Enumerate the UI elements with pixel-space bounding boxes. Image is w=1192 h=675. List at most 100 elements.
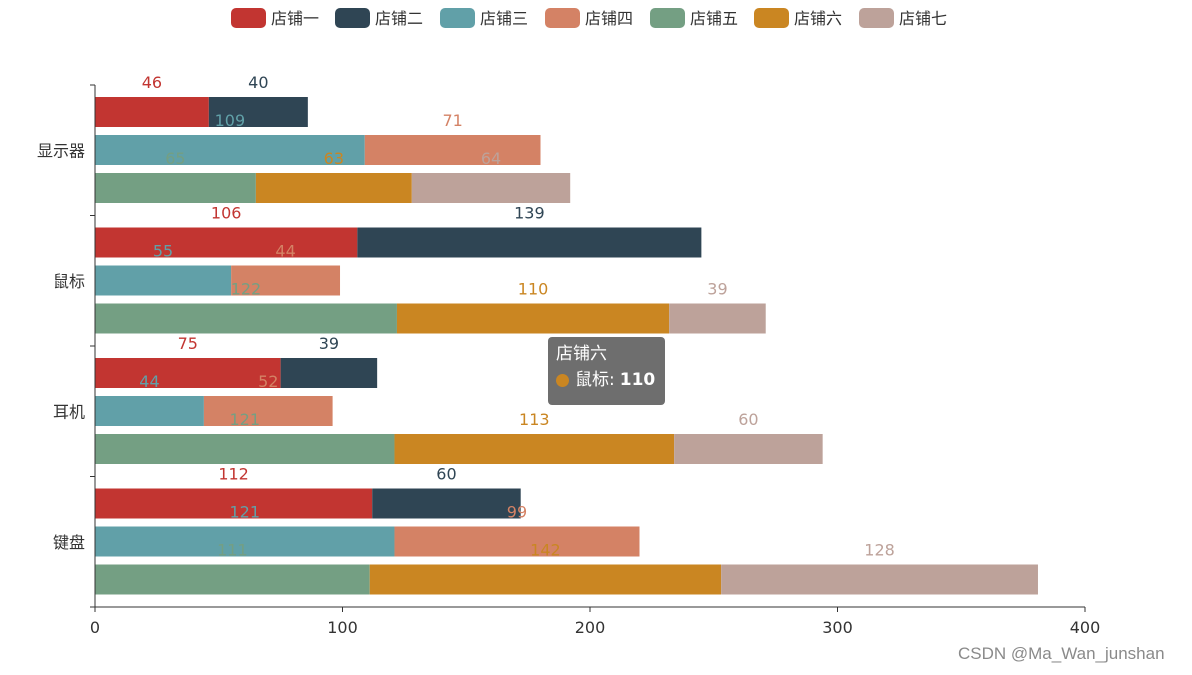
legend-label: 店铺七	[899, 9, 947, 28]
bar-店铺四-鼠标[interactable]	[231, 265, 341, 296]
legend-label: 店铺五	[690, 9, 738, 28]
data-label: 113	[519, 410, 550, 429]
data-label: 71	[442, 111, 462, 130]
legend: 店铺一 店铺二 店铺三 店铺四 店铺五 店铺六 店铺七	[231, 8, 947, 28]
data-label: 128	[864, 541, 895, 560]
bar-店铺四-耳机[interactable]	[203, 396, 333, 426]
data-label: 112	[218, 465, 249, 484]
legend-label: 店铺一	[271, 9, 319, 28]
bar-店铺五-键盘[interactable]	[95, 564, 370, 595]
tooltip: 店铺六 鼠标 : 110	[548, 337, 665, 405]
data-label: 64	[481, 149, 501, 168]
bar-店铺五-显示器[interactable]	[95, 173, 256, 203]
bar-店铺一-显示器[interactable]	[95, 97, 209, 127]
legend-swatch-icon	[440, 8, 475, 28]
bar-店铺六-键盘[interactable]	[369, 564, 722, 595]
y-tick-label: 键盘	[53, 533, 85, 552]
y-tick-label: 鼠标	[53, 272, 85, 291]
data-label: 63	[324, 149, 344, 168]
data-label: 110	[518, 280, 549, 299]
tooltip-title: 店铺六	[556, 344, 607, 364]
legend-item-7[interactable]: 店铺七	[859, 8, 947, 28]
data-label: 75	[178, 334, 198, 353]
y-tick-label: 显示器	[37, 141, 85, 160]
legend-item-4[interactable]: 店铺四	[545, 8, 633, 28]
data-label: 139	[514, 204, 545, 223]
legend-label: 店铺四	[585, 9, 633, 28]
x-tick-label: 100	[327, 618, 358, 637]
bar-店铺一-鼠标[interactable]	[95, 227, 358, 258]
x-tick-label: 300	[822, 618, 853, 637]
bar-店铺三-鼠标[interactable]	[95, 265, 232, 296]
bar-店铺三-显示器[interactable]	[95, 135, 365, 165]
bar-店铺五-鼠标[interactable]	[95, 303, 397, 334]
bar-店铺七-鼠标[interactable]	[669, 303, 766, 334]
data-label: 44	[275, 242, 295, 261]
legend-swatch-icon	[545, 8, 580, 28]
data-label: 40	[248, 73, 268, 92]
bar-店铺一-耳机[interactable]	[95, 358, 281, 388]
legend-item-2[interactable]: 店铺二	[335, 8, 423, 28]
legend-swatch-icon	[335, 8, 370, 28]
legend-swatch-icon	[650, 8, 685, 28]
data-label: 121	[229, 410, 260, 429]
tooltip-category: 鼠标	[575, 370, 609, 390]
legend-item-1[interactable]: 店铺一	[231, 8, 319, 28]
legend-swatch-icon	[754, 8, 789, 28]
x-tick-label: 200	[575, 618, 606, 637]
x-tick-label: 0	[90, 618, 100, 637]
data-label: 111	[217, 541, 248, 560]
bar-店铺四-键盘[interactable]	[394, 526, 640, 557]
data-label: 122	[231, 280, 262, 299]
legend-label: 店铺六	[794, 9, 842, 28]
data-label: 60	[436, 465, 456, 484]
data-label: 46	[142, 73, 162, 92]
legend-swatch-icon	[859, 8, 894, 28]
bar-店铺三-耳机[interactable]	[95, 396, 204, 426]
bar-店铺三-键盘[interactable]	[95, 526, 395, 557]
bar-店铺二-鼠标[interactable]	[357, 227, 702, 258]
legend-label: 店铺三	[480, 9, 528, 28]
bar-店铺七-键盘[interactable]	[721, 564, 1038, 595]
data-label: 142	[530, 541, 561, 560]
legend-swatch-icon	[231, 8, 266, 28]
data-label: 52	[258, 372, 278, 391]
bar-店铺二-耳机[interactable]	[280, 358, 378, 388]
data-label: 60	[738, 410, 758, 429]
legend-label: 店铺二	[375, 9, 423, 28]
bar-店铺四-显示器[interactable]	[364, 135, 541, 165]
y-tick-label: 耳机	[53, 402, 85, 421]
x-tick-label: 400	[1070, 618, 1101, 637]
bar-店铺五-耳机[interactable]	[95, 434, 395, 464]
bar-店铺二-显示器[interactable]	[208, 97, 308, 127]
data-label: 106	[211, 204, 242, 223]
bar-店铺六-鼠标[interactable]	[396, 303, 670, 334]
bar-店铺二-键盘[interactable]	[372, 488, 521, 519]
tooltip-row: 鼠标 : 110	[556, 370, 657, 390]
data-label: 109	[215, 111, 246, 130]
bar-店铺一-键盘[interactable]	[95, 488, 373, 519]
data-label: 99	[507, 503, 527, 522]
legend-item-3[interactable]: 店铺三	[440, 8, 528, 28]
legend-item-6[interactable]: 店铺六	[754, 8, 842, 28]
bar-店铺七-显示器[interactable]	[411, 173, 571, 203]
data-label: 55	[153, 242, 173, 261]
watermark: CSDN @Ma_Wan_junshan	[958, 644, 1165, 663]
bars	[95, 97, 1038, 595]
data-label: 121	[229, 503, 260, 522]
legend-item-5[interactable]: 店铺五	[650, 8, 738, 28]
tooltip-marker-icon	[556, 373, 569, 387]
bar-店铺七-耳机[interactable]	[674, 434, 823, 464]
bar-店铺六-显示器[interactable]	[255, 173, 412, 203]
data-label: 44	[139, 372, 159, 391]
tooltip-value: 110	[619, 370, 656, 390]
tooltip-separator: :	[609, 370, 615, 390]
data-label: 65	[165, 149, 185, 168]
data-label: 39	[707, 280, 727, 299]
data-label: 39	[319, 334, 339, 353]
bar-店铺六-耳机[interactable]	[394, 434, 675, 464]
